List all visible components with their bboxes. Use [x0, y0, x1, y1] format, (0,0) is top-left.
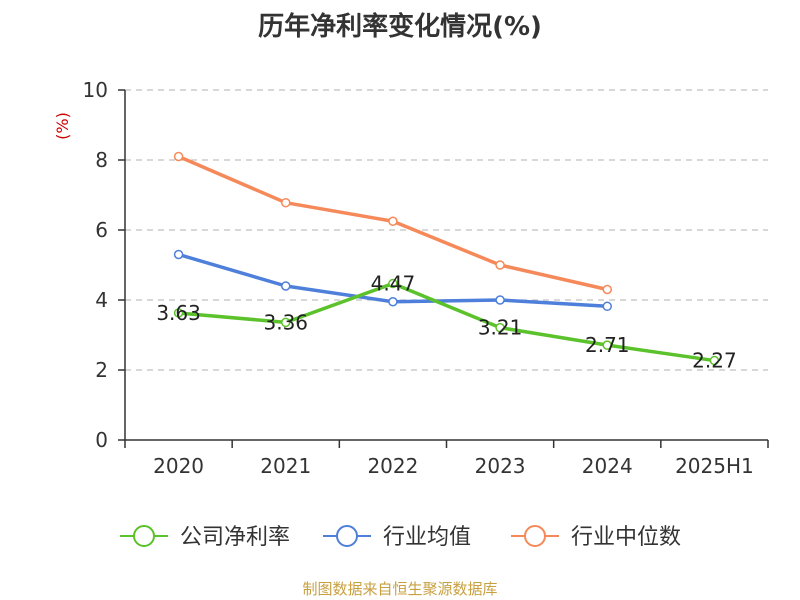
data-label: 3.21 [478, 316, 523, 340]
data-label: 4.47 [371, 272, 416, 296]
y-tick-label: 4 [95, 288, 108, 312]
x-tick-label: 2023 [475, 454, 526, 478]
data-point [602, 340, 612, 350]
data-point [388, 278, 398, 289]
legend-label: 行业均值 [383, 525, 471, 550]
y-axis-label: (%) [53, 112, 72, 140]
data-point [602, 284, 612, 295]
legend-marker-icon [524, 525, 546, 547]
legend[interactable]: 公司净利率 行业均值 行业中位数 [120, 525, 681, 550]
data-point [388, 297, 398, 307]
data-point [173, 151, 184, 162]
data-label: 2.71 [585, 333, 630, 357]
data-point [495, 322, 505, 333]
data-point [388, 216, 398, 226]
data-label: 3.63 [156, 301, 201, 325]
data-point [173, 249, 184, 260]
data-point [173, 308, 184, 318]
y-tick-label: 2 [95, 358, 108, 382]
x-tick-label: 2021 [260, 454, 311, 478]
x-tick-label: 2020 [153, 454, 204, 478]
y-tick-labels: 0 2 4 6 8 10 [83, 78, 108, 452]
source-note: 制图数据来自恒生聚源数据库 [302, 580, 497, 598]
legend-label: 行业中位数 [571, 525, 681, 550]
chart-title: 历年净利率变化情况(%) [258, 11, 542, 42]
y-tick-label: 10 [83, 78, 108, 102]
legend-marker-icon [336, 525, 358, 547]
x-tick-label: 2022 [367, 454, 418, 478]
data-point [281, 281, 291, 291]
y-tick-label: 6 [95, 218, 108, 242]
data-label: 3.36 [263, 310, 308, 334]
series-line [178, 281, 715, 363]
legend-marker-icon [133, 525, 155, 547]
data-point [495, 295, 505, 305]
grid-lines [125, 89, 768, 371]
data-label: 2.27 [692, 349, 737, 373]
axes [118, 89, 769, 448]
legend-label: 公司净利率 [180, 525, 290, 550]
data-point [602, 301, 612, 312]
x-tick-labels: 2020 2021 2022 2023 2024 2025H1 [153, 454, 754, 478]
y-tick-label: 8 [95, 148, 108, 172]
data-labels: 3.63 3.36 4.47 3.21 2.71 2.27 [156, 272, 736, 373]
data-point [281, 317, 291, 328]
series-lines [173, 151, 720, 366]
x-tick-label: 2025H1 [675, 454, 754, 478]
y-tick-label: 0 [95, 428, 108, 452]
data-point [281, 197, 291, 208]
data-point [495, 260, 505, 270]
data-point [709, 355, 720, 366]
x-tick-label: 2024 [582, 454, 633, 478]
